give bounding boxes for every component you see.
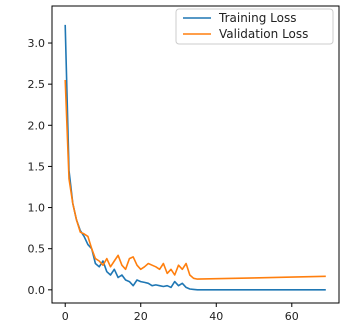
x-tick-label: 40 [209,310,223,323]
y-tick-label: 1.5 [28,160,46,173]
x-tick-label: 20 [134,310,148,323]
series-layer [64,24,326,291]
y-tick-label: 1.0 [28,202,46,215]
y-tick-label: 2.0 [28,119,46,132]
series-line-training-loss [64,24,326,291]
series-line-validation-loss [64,79,326,280]
x-axis: 0 20 40 60 [62,303,299,323]
legend-label-validation-loss: Validation Loss [219,27,308,41]
legend: Training Loss Validation Loss [175,8,334,45]
x-tick-label: 0 [62,310,69,323]
plot-frame [51,5,340,304]
y-tick-label: 0.5 [28,243,46,256]
legend-label-training-loss: Training Loss [218,11,296,25]
y-tick-label: 3.0 [28,37,46,50]
y-tick-label: 0.0 [28,284,46,297]
y-axis: 0.0 0.5 1.0 1.5 2.0 2.5 3.0 [28,37,52,297]
y-tick-label: 2.5 [28,78,46,91]
x-tick-label: 60 [285,310,299,323]
legend-box [175,8,334,45]
